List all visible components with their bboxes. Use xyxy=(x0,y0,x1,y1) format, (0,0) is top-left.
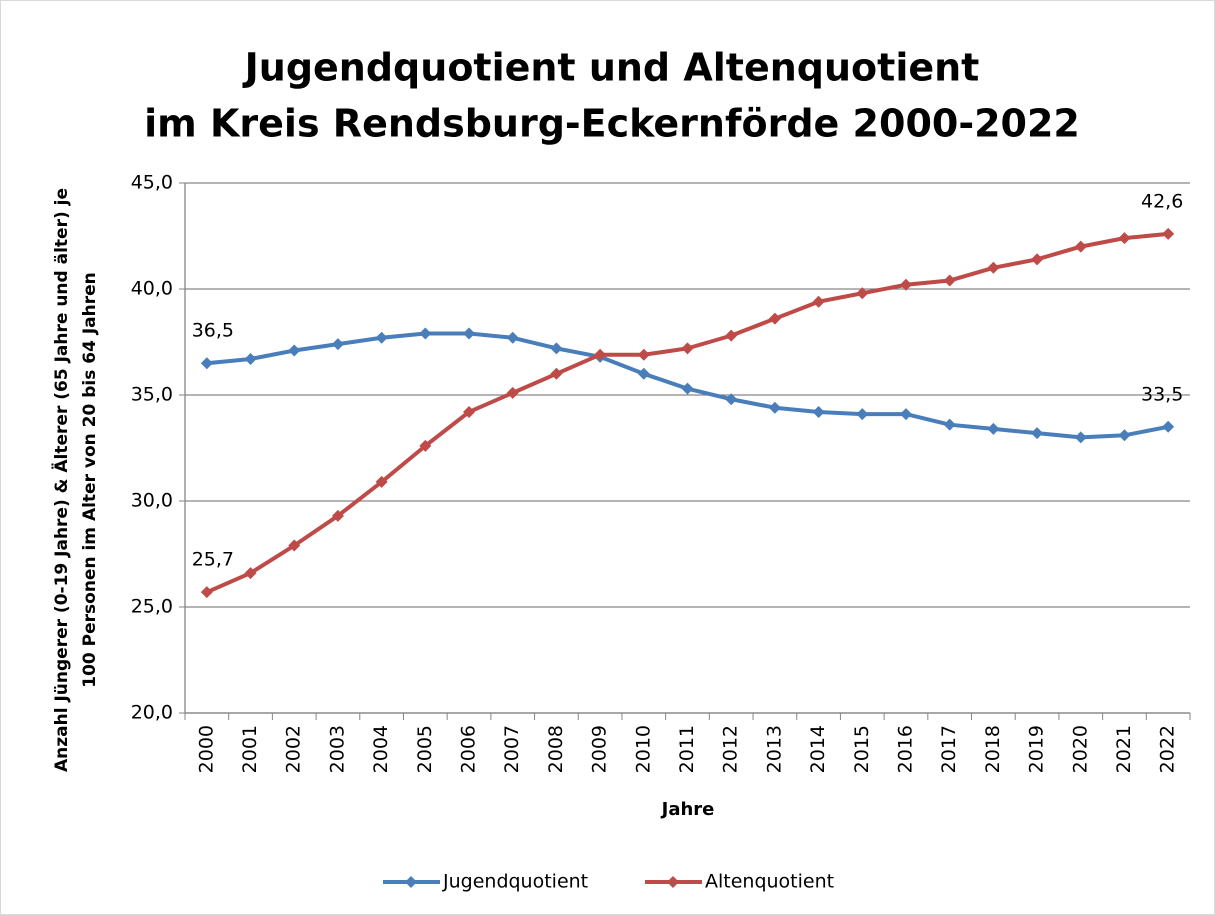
data-point xyxy=(419,439,432,452)
x-tick-label: 2001 xyxy=(239,725,261,773)
data-point xyxy=(1074,431,1087,444)
data-point xyxy=(506,386,519,399)
data-label: 42,6 xyxy=(1141,190,1183,212)
data-point xyxy=(681,342,694,355)
data-label: 25,7 xyxy=(192,549,234,571)
x-tick-label: 2002 xyxy=(283,725,305,773)
data-point xyxy=(856,287,869,300)
data-point xyxy=(200,586,213,599)
data-point xyxy=(375,475,388,488)
data-point xyxy=(244,352,257,365)
data-point xyxy=(1118,429,1131,442)
data-point xyxy=(768,312,781,325)
x-tick-label: 2007 xyxy=(501,725,523,773)
data-point xyxy=(899,278,912,291)
x-tick-label: 2021 xyxy=(1113,725,1135,773)
chart-title: Jugendquotient und Altenquotient xyxy=(242,46,980,90)
data-point xyxy=(899,408,912,421)
data-point xyxy=(856,408,869,421)
data-point xyxy=(987,422,1000,435)
y-axis-label: 100 Personen im Alter von 20 bis 64 Jahr… xyxy=(80,272,100,688)
x-tick-label: 2020 xyxy=(1069,725,1091,773)
data-point xyxy=(331,509,344,522)
y-tick-label: 20,0 xyxy=(131,702,173,724)
data-point xyxy=(331,338,344,351)
y-tick-label: 25,0 xyxy=(131,596,173,618)
data-point xyxy=(1162,420,1175,433)
data-point xyxy=(943,418,956,431)
data-point xyxy=(637,348,650,361)
x-tick-label: 2015 xyxy=(851,725,873,773)
data-label: 33,5 xyxy=(1141,383,1183,405)
data-point xyxy=(725,393,738,406)
y-tick-label: 45,0 xyxy=(131,172,173,194)
x-tick-label: 2022 xyxy=(1157,725,1179,773)
data-point xyxy=(550,367,563,380)
legend-marker xyxy=(667,876,679,888)
legend-marker xyxy=(405,876,417,888)
data-point xyxy=(550,342,563,355)
data-point xyxy=(419,327,432,340)
data-point xyxy=(987,261,1000,274)
chart-title: im Kreis Rendsburg-Eckernförde 2000-2022 xyxy=(144,102,1080,146)
x-tick-label: 2012 xyxy=(720,725,742,773)
x-axis-label: Jahre xyxy=(660,799,715,820)
x-tick-label: 2006 xyxy=(458,725,480,773)
x-tick-label: 2004 xyxy=(370,725,392,773)
data-point xyxy=(506,331,519,344)
x-tick-label: 2000 xyxy=(195,725,217,773)
x-tick-label: 2013 xyxy=(763,725,785,773)
data-point xyxy=(637,367,650,380)
x-tick-label: 2016 xyxy=(894,725,916,773)
data-point xyxy=(288,539,301,552)
data-point xyxy=(463,327,476,340)
data-point xyxy=(1031,427,1044,440)
data-point xyxy=(200,357,213,370)
x-tick-label: 2014 xyxy=(807,725,829,773)
y-axis-label: Anzahl Jüngerer (0-19 Jahre) & Älterer (… xyxy=(50,188,72,772)
legend-label: Jugendquotient xyxy=(442,871,588,893)
data-point xyxy=(288,344,301,357)
y-tick-label: 40,0 xyxy=(131,278,173,300)
data-point xyxy=(943,274,956,287)
legend-label: Altenquotient xyxy=(705,871,834,893)
x-tick-label: 2005 xyxy=(414,725,436,773)
data-point xyxy=(812,295,825,308)
data-point xyxy=(375,331,388,344)
x-tick-label: 2018 xyxy=(982,725,1004,773)
data-point xyxy=(244,567,257,580)
data-point xyxy=(1118,232,1131,245)
y-tick-label: 30,0 xyxy=(131,490,173,512)
x-tick-label: 2003 xyxy=(326,725,348,773)
data-point xyxy=(725,329,738,342)
data-point xyxy=(594,348,607,361)
data-point xyxy=(1162,227,1175,240)
data-point xyxy=(681,382,694,395)
x-tick-label: 2017 xyxy=(938,725,960,773)
data-point xyxy=(1074,240,1087,253)
x-tick-label: 2009 xyxy=(589,725,611,773)
x-tick-label: 2008 xyxy=(545,725,567,773)
x-tick-label: 2011 xyxy=(676,725,698,773)
x-tick-label: 2019 xyxy=(1026,725,1048,773)
y-tick-label: 35,0 xyxy=(131,384,173,406)
data-point xyxy=(1031,253,1044,266)
x-tick-label: 2010 xyxy=(632,725,654,773)
data-point xyxy=(463,405,476,418)
data-point xyxy=(812,405,825,418)
data-label: 36,5 xyxy=(192,320,234,342)
data-point xyxy=(768,401,781,414)
